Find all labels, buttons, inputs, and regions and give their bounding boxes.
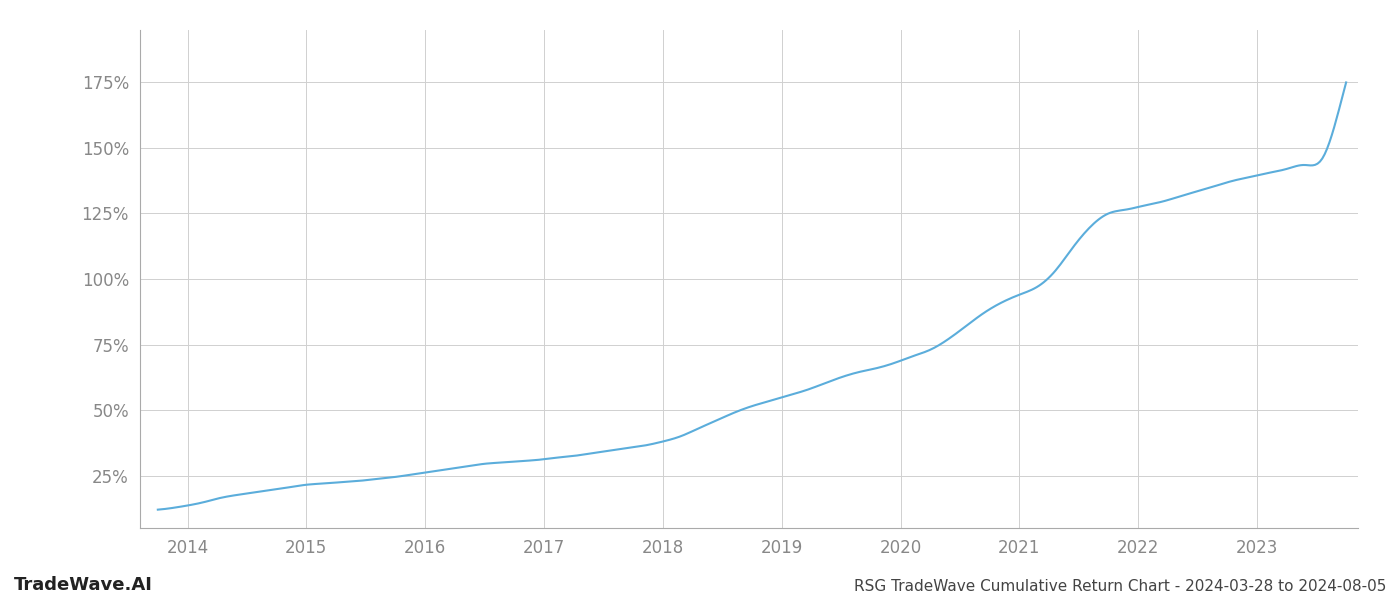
- Text: TradeWave.AI: TradeWave.AI: [14, 576, 153, 594]
- Text: RSG TradeWave Cumulative Return Chart - 2024-03-28 to 2024-08-05: RSG TradeWave Cumulative Return Chart - …: [854, 579, 1386, 594]
